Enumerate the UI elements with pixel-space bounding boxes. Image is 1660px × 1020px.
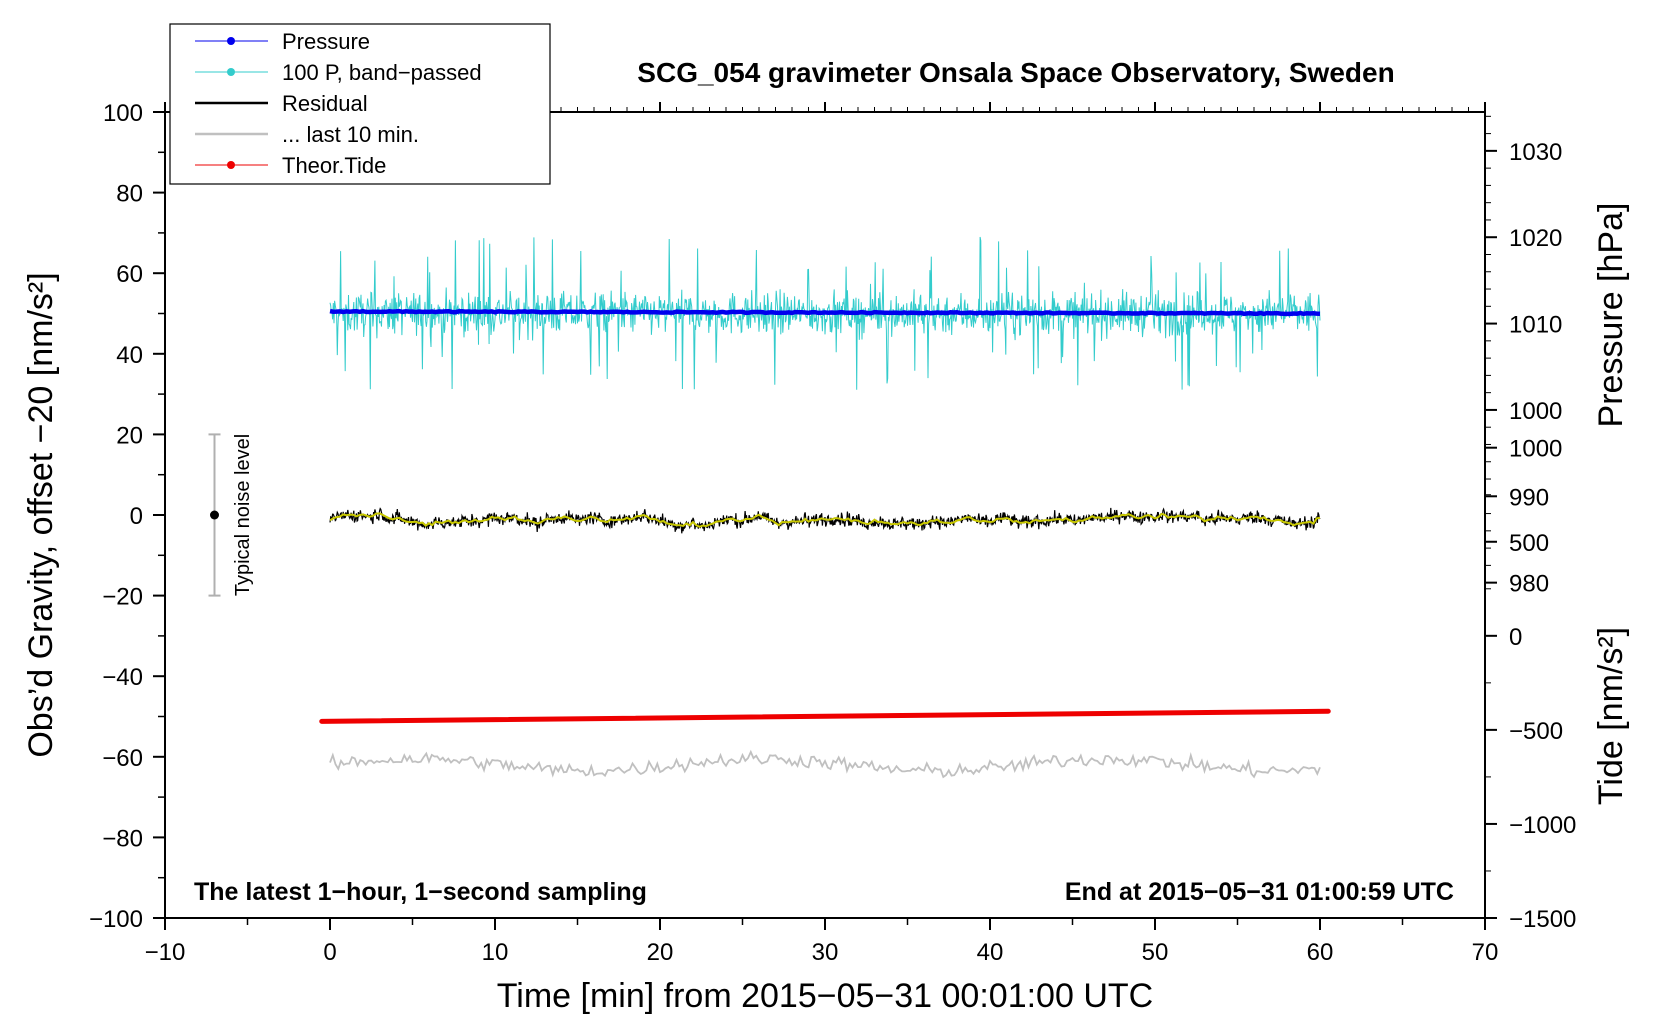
noise-bar-center-dot <box>210 510 219 520</box>
series-pressure <box>329 308 1321 317</box>
y-tick-label: −80 <box>102 825 143 852</box>
tide-tick-label: 0 <box>1509 624 1522 651</box>
x-axis-title: Time [min] from 2015−05−31 00:01:00 UTC <box>497 977 1153 1015</box>
series-residual-smoothed <box>329 512 1321 528</box>
annotation-left: The latest 1−hour, 1−second sampling <box>194 878 647 906</box>
x-tick-label: 10 <box>482 939 509 966</box>
x-tick-label: 60 <box>1307 939 1334 966</box>
y-tick-label: 20 <box>116 422 143 449</box>
series-layer <box>319 236 1331 779</box>
pressure-tick-label: 980 <box>1509 571 1549 598</box>
x-tick-label: 40 <box>977 939 1004 966</box>
pressure-tick-label: 1020 <box>1509 225 1562 252</box>
series-residual <box>329 507 1321 534</box>
series-theoretical-tide <box>319 708 1331 724</box>
pressure-axis-title: Pressure [hPa] <box>1592 203 1630 428</box>
tide-tick-label: −1000 <box>1509 812 1576 839</box>
pressure-tick-label: 1030 <box>1509 139 1562 166</box>
legend: Pressure 100 P, band−passed Residual ... la… <box>169 23 551 185</box>
x-tick-label: 70 <box>1472 939 1499 966</box>
y-tick-label: −40 <box>102 664 143 691</box>
tide-tick-label: −500 <box>1509 718 1563 745</box>
legend-label: ... last 10 min. <box>282 122 419 147</box>
y-tick-label: 0 <box>130 503 143 530</box>
legend-label: 100 P, band−passed <box>282 60 482 85</box>
chart-title: SCG_054 gravimeter Onsala Space Observat… <box>637 57 1394 88</box>
x-tick-label: 20 <box>647 939 674 966</box>
x-tick-label: 0 <box>323 939 336 966</box>
x-tick-label: 50 <box>1142 939 1169 966</box>
pressure-tick-label: 1000 <box>1509 398 1562 425</box>
y-axis-title: Obs’d Gravity, offset −20 [nm/s²] <box>22 272 60 757</box>
annotation-right: End at 2015−05−31 01:00:59 UTC <box>1065 878 1454 906</box>
tide-tick-label: 500 <box>1509 530 1549 557</box>
legend-swatch-dot <box>227 68 235 76</box>
series-band-passed-pressure <box>329 236 1321 390</box>
y-tick-label: 80 <box>116 181 143 208</box>
y-tick-label: 40 <box>116 342 143 369</box>
legend-swatch-dot <box>227 161 235 169</box>
tide-axis-title: Tide [nm/s²] <box>1592 627 1630 805</box>
legend-swatch-dot <box>227 37 235 45</box>
y-tick-label: −100 <box>89 906 143 933</box>
y-axis-ticks: 100 80 60 40 20 0 −20 −40 −60 −80 −100 <box>89 100 165 933</box>
y-tick-label: 100 <box>103 100 143 127</box>
tide-tick-label: 1000 <box>1509 436 1562 463</box>
noise-label: Typical noise level <box>232 434 254 596</box>
legend-label: Theor.Tide <box>282 153 386 178</box>
pressure-axis-ticks: 1030 1020 1010 1000 990 980 <box>1485 115 1562 598</box>
x-axis-ticks: −10 0 10 20 30 40 50 60 70 <box>145 102 1499 966</box>
noise-bar <box>208 433 221 597</box>
legend-label: Pressure <box>282 29 370 54</box>
x-tick-label: −10 <box>145 939 186 966</box>
y-tick-label: 60 <box>116 261 143 288</box>
tide-axis-ticks: 1000 500 0 −500 −1000 −1500 <box>1485 436 1576 933</box>
x-tick-label: 30 <box>812 939 839 966</box>
y-tick-label: −60 <box>102 745 143 772</box>
pressure-tick-label: 990 <box>1509 484 1549 511</box>
y-tick-label: −20 <box>102 584 143 611</box>
legend-label: Residual <box>282 91 368 116</box>
pressure-tick-label: 1010 <box>1509 312 1562 339</box>
tide-tick-label: −1500 <box>1509 906 1576 933</box>
series-last-10-min <box>329 749 1321 779</box>
